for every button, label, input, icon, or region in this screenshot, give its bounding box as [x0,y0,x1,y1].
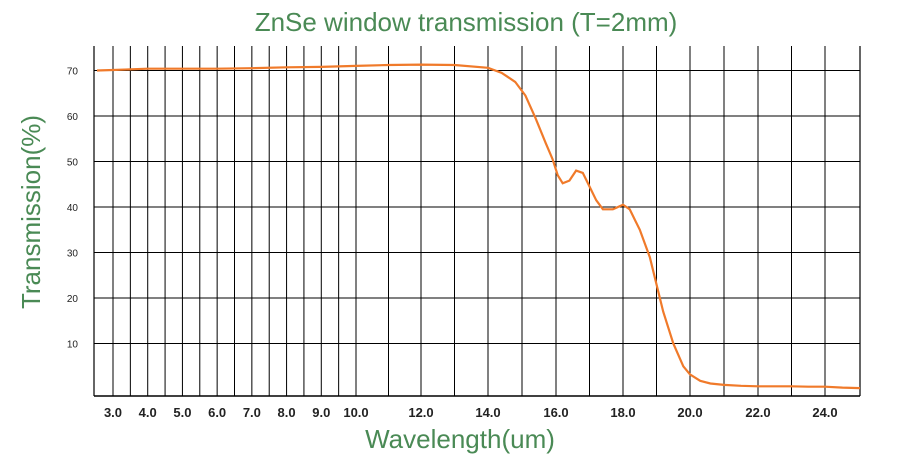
y-tick-label: 10 [67,340,79,351]
x-tick-label: 3.0 [104,405,122,420]
y-tick-label: 70 [67,67,79,78]
x-tick-label: 20.0 [677,405,702,420]
series-line [96,63,861,390]
x-tick-label: 7.0 [243,405,261,420]
y-tick-label: 30 [67,249,79,260]
y-tick-label: 60 [67,112,79,123]
x-tick-label: 14.0 [475,405,500,420]
x-tick-label: 12.0 [408,405,433,420]
x-tick-label: 18.0 [610,405,635,420]
x-tick-label: 8.0 [278,405,296,420]
y-axis-label: Transmission(%) [16,115,46,309]
y-tick-label: 20 [67,294,79,305]
x-tick-label: 24.0 [812,405,837,420]
y-tick-label: 50 [67,158,79,169]
x-tick-label: 22.0 [745,405,770,420]
plot-grid [93,46,861,397]
x-tick-label: 5.0 [173,405,191,420]
y-tick-label: 40 [67,203,79,214]
x-tick-label: 9.0 [312,405,330,420]
x-tick-label: 10.0 [343,405,368,420]
x-tick-label: 16.0 [543,405,568,420]
x-tick-label: 6.0 [208,405,226,420]
x-axis-label: Wavelength(um) [365,424,555,454]
x-tick-label: 4.0 [139,405,157,420]
y-axis-ticks: 10 20 30 40 50 60 70 [67,67,79,351]
chart-title: ZnSe window transmission (T=2mm) [255,7,678,37]
x-axis-ticks: 3.0 4.0 5.0 6.0 7.0 8.0 9.0 10.0 12.0 14.0 16.0 18.… [104,405,838,420]
